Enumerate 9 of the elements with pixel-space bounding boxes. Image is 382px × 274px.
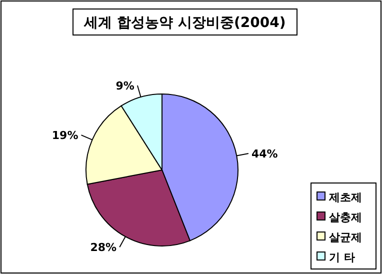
data-label: 44% bbox=[251, 148, 278, 161]
data-label: 9% bbox=[116, 79, 134, 92]
legend-label: 살균제 bbox=[328, 231, 362, 244]
legend-label: 기 타 bbox=[329, 251, 355, 264]
chart-title: 세계 합성농약 시장비중(2004) bbox=[83, 15, 286, 31]
data-label: 19% bbox=[52, 129, 78, 142]
data-label: 28% bbox=[90, 241, 117, 254]
legend-label: 제초제 bbox=[328, 191, 362, 204]
legend-label: 살충제 bbox=[328, 211, 362, 224]
